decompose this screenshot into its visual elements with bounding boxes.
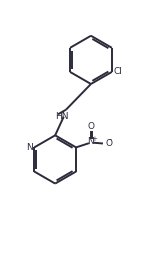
Text: Cl: Cl — [114, 67, 123, 76]
Text: N: N — [26, 143, 33, 152]
Text: O: O — [87, 122, 94, 131]
Text: N: N — [87, 138, 94, 147]
Text: +: + — [91, 136, 97, 142]
Text: O: O — [105, 139, 112, 148]
Text: -: - — [109, 136, 112, 145]
Text: HN: HN — [55, 112, 69, 121]
